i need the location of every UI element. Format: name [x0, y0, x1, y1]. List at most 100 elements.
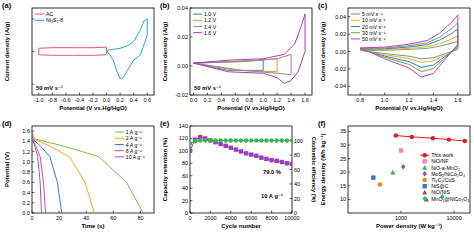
y-tick — [190, 213, 193, 214]
legend-label: 10 mV s⁻¹ — [362, 17, 386, 23]
legend-swatch — [351, 20, 360, 21]
marker — [259, 155, 263, 159]
y-tick-label: 0.4 — [22, 190, 30, 196]
data — [39, 19, 147, 79]
x-tick — [65, 93, 66, 96]
y-tick-label: -0.02 — [175, 92, 188, 98]
x-tick — [251, 211, 252, 214]
legend-label: NiO/NiS — [431, 189, 450, 195]
plot-frame — [190, 126, 292, 213]
panel-label: (f) — [318, 119, 326, 128]
annotation: 50 mV s⁻¹ — [194, 85, 221, 91]
x-tick-label: 4000 — [225, 215, 237, 221]
x-tick — [235, 93, 236, 96]
legend-marker — [422, 165, 427, 170]
y-tick — [190, 126, 193, 127]
x-tick-label: 1.4 — [287, 97, 295, 103]
annotation: 79.0 % — [263, 169, 281, 175]
x-tick-label: 0.6 — [231, 97, 239, 103]
marker — [401, 164, 405, 169]
panel: 0.81.01.21.41.6-0.04-0.020.000.020.04(c)… — [318, 1, 470, 111]
annotation: 10 A g⁻¹ — [261, 193, 283, 199]
legend-swatch — [115, 132, 124, 133]
y2-tick — [290, 169, 293, 170]
plot-frame — [32, 8, 154, 95]
y2-tick-label: 40 — [294, 181, 300, 187]
marker — [239, 149, 243, 153]
x-tick-label: 10000 — [446, 215, 461, 221]
panel: 0200040006000800010000020406080100120140… — [160, 119, 317, 229]
marker — [447, 137, 451, 141]
x-tick — [207, 93, 208, 96]
legend-swatch — [351, 26, 360, 27]
panel: -1.0-0.8-0.6-0.4-0.20.00.20.40.6(a)Poten… — [2, 1, 154, 111]
y-axis-label: Current density (A/g) — [162, 22, 168, 82]
legend-swatch — [35, 20, 44, 21]
series-line — [107, 19, 148, 79]
legend-swatch — [115, 150, 124, 151]
y2-tick-label: 100 — [294, 138, 303, 144]
x-tick-label: 0.8 — [356, 97, 364, 103]
y-tick — [32, 18, 35, 19]
y-tick-label: 120 — [179, 135, 188, 141]
legend-swatch — [351, 14, 360, 15]
x-tick — [409, 93, 410, 96]
legend-swatch — [115, 156, 124, 157]
marker — [280, 138, 284, 142]
marker — [390, 170, 395, 175]
marker — [234, 147, 238, 151]
legend-marker — [423, 153, 427, 157]
marker — [275, 138, 279, 142]
y-tick-label: 1.6 — [22, 128, 30, 134]
y-tick — [32, 172, 35, 173]
y-tick-label: 15 — [340, 183, 346, 189]
legend-swatch — [351, 38, 360, 39]
x-tick-label: 0.0 — [103, 97, 111, 103]
y-tick-label: 0.8 — [22, 169, 30, 175]
y-tick-label: 0.02 — [177, 34, 188, 40]
y-tick-label: 25 — [340, 156, 346, 162]
y-tick — [190, 175, 193, 176]
legend-swatch — [115, 144, 124, 145]
legend-marker — [423, 178, 427, 182]
y-tick — [32, 202, 35, 203]
marker — [264, 138, 268, 142]
marker — [463, 139, 467, 143]
y-tick-label: 0.04 — [177, 5, 188, 11]
y-axis-label: Potential (V) — [4, 152, 10, 187]
legend-marker — [423, 184, 427, 188]
y-tick — [32, 192, 35, 193]
y-axis-label: Energy density (Wh kg⁻¹) — [320, 134, 326, 206]
x-tick — [93, 93, 94, 96]
plot-frame — [348, 126, 470, 213]
panel-label: (e) — [160, 119, 170, 128]
marker — [224, 144, 228, 148]
y-tick — [32, 213, 35, 214]
x-axis-label: Potential (V vs.Hg/HgO) — [59, 105, 126, 111]
legend: 5 mV s⁻¹10 mV s⁻¹20 mV s⁻¹30 mV s⁻¹50 mV… — [351, 11, 386, 42]
marker — [208, 138, 212, 142]
x-tick — [263, 93, 264, 96]
y-tick — [190, 200, 193, 201]
x-tick-label: 8000 — [265, 215, 277, 221]
series-line — [32, 131, 94, 213]
legend-label: 1.2 V — [204, 17, 217, 23]
x-tick-label: -0.2 — [88, 97, 97, 103]
x-tick — [292, 211, 293, 214]
legend-label: Ni₃S₂-8 — [46, 17, 63, 23]
marker — [269, 158, 273, 162]
marker — [285, 161, 289, 165]
y-tick — [32, 161, 35, 162]
legend-label: 1.4 V — [204, 24, 217, 30]
y-axis-label: Capacity retention (%) — [162, 138, 168, 201]
x-tick — [221, 93, 222, 96]
x-tick — [230, 211, 231, 214]
y-tick — [348, 34, 351, 35]
marker — [431, 136, 435, 140]
marker — [234, 138, 238, 142]
marker — [280, 160, 284, 164]
x-tick-label: 0.2 — [116, 97, 124, 103]
x-tick-label: 1.4 — [430, 97, 438, 103]
y-tick-label: 1.2 — [22, 149, 30, 155]
y-tick — [190, 37, 193, 38]
